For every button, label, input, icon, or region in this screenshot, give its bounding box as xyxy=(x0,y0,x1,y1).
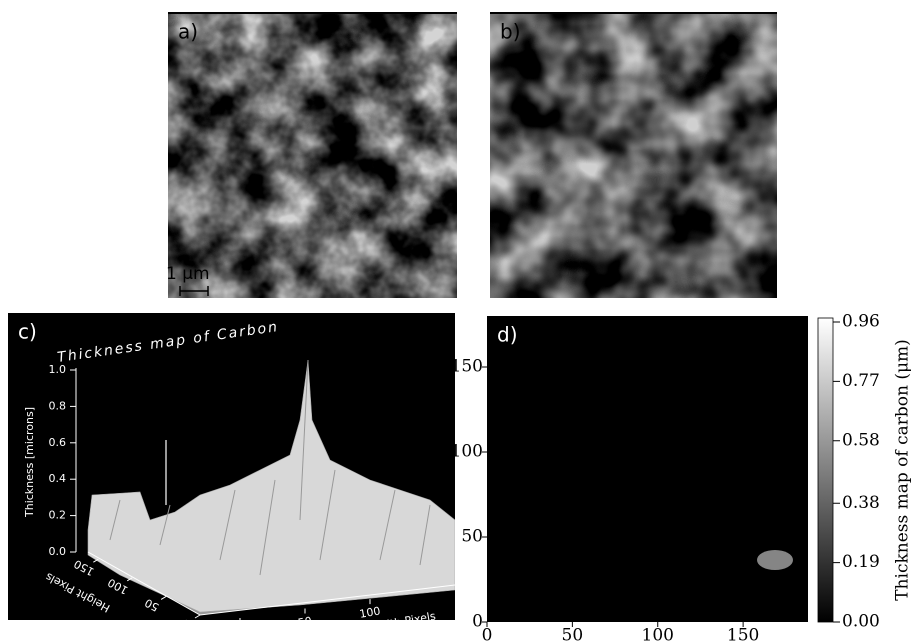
x-tick-label: 0 xyxy=(482,626,493,643)
z-tick-label: 1.0 xyxy=(49,363,67,376)
colorbar-tick-label: 0.77 xyxy=(842,371,880,391)
x-tick-label: 150 xyxy=(727,626,759,643)
x-tick-label: 0 xyxy=(235,624,244,638)
y-tick-label: 0 xyxy=(472,612,483,632)
colorbar-label: Thickness map of carbon (μm) xyxy=(893,339,913,601)
z-tick-label: 0.2 xyxy=(49,509,67,522)
y-tick-label: 50 xyxy=(461,527,483,547)
map-highlight xyxy=(757,550,793,570)
panel-c: c) Thickness map of Carbon Thickness [mi… xyxy=(8,313,455,639)
colorbar-tick-label: 0.19 xyxy=(842,552,880,572)
colorbar-tick-label: 0.38 xyxy=(842,493,880,513)
x-tick-label: 100 xyxy=(642,626,674,643)
panel-label: c) xyxy=(18,320,37,344)
z-tick-label: 0.4 xyxy=(49,472,67,485)
x-tick-label: 50 xyxy=(562,626,584,643)
z-axis-label: Thickness [microns] xyxy=(23,407,36,518)
colorbar-tick-label: 0.00 xyxy=(842,612,880,632)
x-tick-label: 50 xyxy=(297,614,313,629)
panel-label: a) xyxy=(178,20,198,44)
z-tick-label: 0.6 xyxy=(49,436,67,449)
colorbar-tick-label: 0.96 xyxy=(842,312,880,332)
tem-texture xyxy=(168,13,457,298)
panel-d: d) Thickness map of carbon (μm) xyxy=(487,316,913,622)
z-tick-label: 0.0 xyxy=(49,545,67,558)
panel-label: d) xyxy=(497,323,518,347)
z-tick-label: 0.8 xyxy=(49,399,67,412)
y-tick-label: 150 xyxy=(451,357,483,377)
tem-texture xyxy=(490,13,777,298)
y-tick-label: 100 xyxy=(451,442,483,462)
panel-a: a) 1 μm xyxy=(166,13,457,298)
colorbar xyxy=(818,318,833,622)
figure: a) 1 μm b) c) Thickness map of Carbon Th… xyxy=(0,0,915,643)
scale-bar-label: 1 μm xyxy=(166,264,210,284)
colorbar-tick-label: 0.58 xyxy=(842,430,880,450)
panel-b: b) xyxy=(490,13,777,298)
panel-label: b) xyxy=(500,20,521,44)
thickness-map xyxy=(487,316,808,622)
